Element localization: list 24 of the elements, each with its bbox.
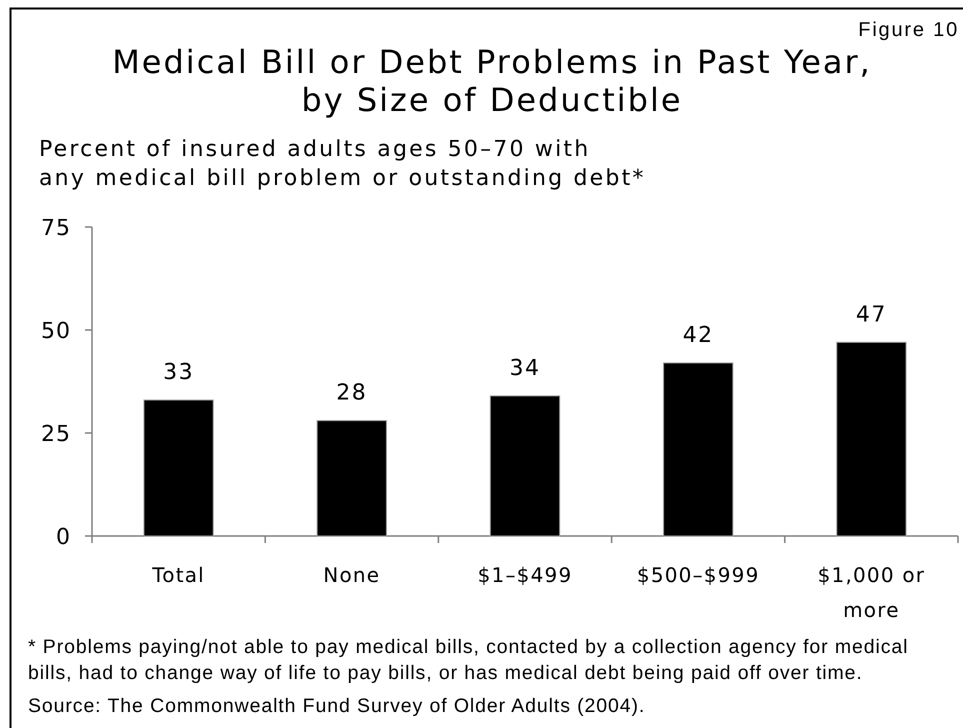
data-label: 42 bbox=[682, 322, 714, 348]
data-label: 34 bbox=[510, 356, 540, 381]
data-label: 28 bbox=[336, 380, 368, 406]
x-tick-label: $1,000 or more bbox=[818, 563, 926, 622]
x-tick-label: Total bbox=[151, 563, 205, 587]
bar bbox=[663, 362, 734, 536]
bar bbox=[143, 400, 214, 536]
source-note: Source: The Commonwealth Fund Survey of Older Adults (2004). bbox=[28, 695, 646, 717]
y-tick-label: 0 bbox=[56, 524, 71, 550]
y-tick-label: 50 bbox=[41, 318, 71, 344]
y-tick-label: 25 bbox=[41, 422, 71, 447]
caption: Figure 10 bbox=[858, 19, 959, 41]
bar bbox=[316, 420, 387, 536]
data-label: 47 bbox=[856, 302, 887, 328]
chart-title: Medical Bill or Debt Problems in Past Year, by Size of Deductible bbox=[112, 43, 872, 119]
y-tick-label: 75 bbox=[41, 216, 71, 241]
bar bbox=[490, 395, 560, 536]
bar bbox=[836, 342, 907, 536]
x-tick-label: $1–$499 bbox=[478, 563, 572, 587]
y-axis-title: Percent of insured adults ages 50–70 with any medical bill problem or outstanding debt* bbox=[39, 137, 646, 191]
data-label: 33 bbox=[163, 360, 194, 386]
x-tick-label: $500–$999 bbox=[636, 563, 760, 587]
text: * Problems paying/not able to pay medical bills, contacted by a collection agency for medical bills, had to change way of life to pay bills, or has medical debt being paid off over time. bbox=[28, 636, 908, 684]
x-tick-label: None bbox=[323, 563, 380, 587]
